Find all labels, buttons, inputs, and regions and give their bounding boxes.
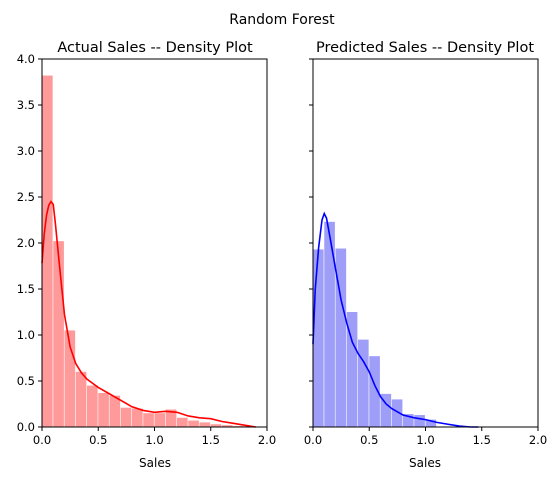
- actual-sales-title: Actual Sales -- Density Plot: [57, 40, 253, 56]
- predicted-xtick-label-0: 0.0: [304, 433, 322, 447]
- predicted-x-axis-label: Sales: [409, 456, 441, 470]
- actual-bar-8: [132, 408, 143, 427]
- predicted-xtick-label-4: 2.0: [529, 433, 547, 447]
- predicted-bar-10: [425, 419, 437, 427]
- actual-y-axis: 0.0 0.5 1.0 1.5 2.0 2.5 3.0 3.5 4.0: [17, 52, 42, 434]
- actual-ytick-label-7: 3.5: [17, 98, 35, 112]
- actual-bar-2: [64, 330, 76, 427]
- actual-ytick-label-1: 0.5: [17, 374, 35, 388]
- actual-x-axis: 0.0 0.5 1.0 1.5 2.0: [33, 427, 276, 447]
- actual-bar-6: [109, 395, 121, 427]
- actual-histogram-bars: [42, 75, 256, 427]
- actual-ytick-label-6: 3.0: [17, 144, 35, 158]
- predicted-bar-2: [335, 248, 347, 427]
- actual-ytick-label-0: 0.0: [17, 420, 35, 434]
- actual-bar-9: [143, 413, 154, 427]
- actual-bar-14: [199, 422, 211, 427]
- predicted-bar-6: [380, 393, 392, 427]
- predicted-histogram-bars: [313, 221, 437, 427]
- predicted-bar-4: [358, 339, 369, 427]
- actual-bar-0: [42, 75, 53, 427]
- actual-ytick-label-8: 4.0: [17, 52, 35, 66]
- predicted-bar-7: [391, 399, 403, 427]
- actual-bar-1: [53, 241, 64, 427]
- actual-ytick-label-5: 2.5: [17, 190, 35, 204]
- predicted-xtick-label-1: 0.5: [360, 433, 378, 447]
- actual-ytick-label-3: 1.5: [17, 282, 35, 296]
- predicted-sales-panel: Predicted Sales -- Density Plot 0.0 0.5 1.…: [304, 40, 547, 470]
- figure-suptitle: Random Forest: [229, 12, 335, 28]
- actual-bar-12: [177, 417, 188, 427]
- actual-bar-7: [120, 407, 132, 427]
- predicted-bar-5: [369, 356, 380, 427]
- actual-xtick-label-4: 2.0: [258, 433, 276, 447]
- actual-bar-4: [87, 385, 98, 427]
- actual-xtick-label-3: 1.5: [202, 433, 220, 447]
- predicted-xtick-label-3: 1.5: [473, 433, 491, 447]
- actual-bar-15: [210, 424, 222, 427]
- actual-xtick-label-1: 0.5: [89, 433, 107, 447]
- predicted-bar-0: [313, 249, 324, 427]
- actual-x-axis-label: Sales: [139, 456, 171, 470]
- predicted-sales-title: Predicted Sales -- Density Plot: [316, 40, 534, 56]
- predicted-bar-8: [403, 414, 414, 427]
- actual-bar-13: [188, 420, 199, 427]
- actual-bar-11: [165, 409, 177, 427]
- actual-sales-panel: Actual Sales -- Density Plot 0.0 0.5 1.0 1.…: [17, 40, 276, 470]
- predicted-y-axis: [309, 58, 313, 428]
- predicted-kde-line: [312, 211, 479, 428]
- predicted-xtick-label-2: 1.0: [416, 433, 434, 447]
- predicted-bar-1: [324, 221, 335, 427]
- predicted-bar-3: [346, 312, 358, 427]
- predicted-x-axis: 0.0 0.5 1.0 1.5 2.0: [304, 427, 547, 447]
- actual-bar-5: [98, 392, 109, 427]
- actual-bar-3: [75, 371, 87, 427]
- actual-xtick-label-2: 1.0: [145, 433, 163, 447]
- actual-bar-16: [222, 425, 233, 427]
- actual-kde-line: [41, 200, 256, 428]
- actual-bar-10: [154, 413, 166, 427]
- predicted-bar-9: [414, 415, 425, 427]
- actual-ytick-label-2: 1.0: [17, 328, 35, 342]
- actual-ytick-label-4: 2.0: [17, 236, 35, 250]
- actual-xtick-label-0: 0.0: [33, 433, 51, 447]
